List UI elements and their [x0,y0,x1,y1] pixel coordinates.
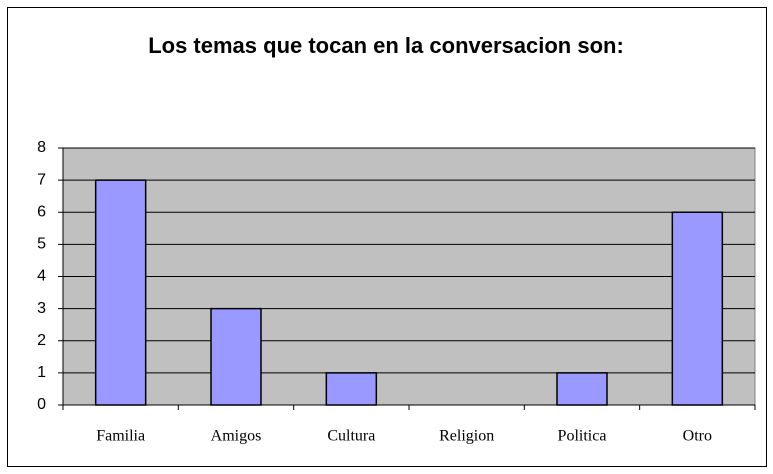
y-tick-label: 7 [37,171,46,188]
bar [210,307,262,406]
y-tick-label: 4 [37,268,46,285]
y-tick-label: 3 [37,300,46,317]
bar [671,211,724,406]
y-tick-label: 2 [37,332,46,349]
x-tick-label: Familia [96,428,145,445]
bar [325,372,378,406]
y-tick-label: 1 [37,364,46,381]
chart-title: Los temas que tocan en la conversacion s… [148,33,624,58]
x-tick-label: Amigos [211,428,262,445]
y-tick-label: 6 [37,203,46,220]
y-tick-label: 8 [37,139,46,156]
x-tick-label: Politica [558,428,607,445]
x-tick-label: Otro [683,428,712,445]
x-tick-label: Cultura [327,428,375,445]
bar [94,179,147,406]
bar [556,372,608,406]
y-tick-label: 5 [37,236,46,253]
y-tick-label: 0 [37,396,46,413]
x-tick-label: Religion [439,428,494,445]
